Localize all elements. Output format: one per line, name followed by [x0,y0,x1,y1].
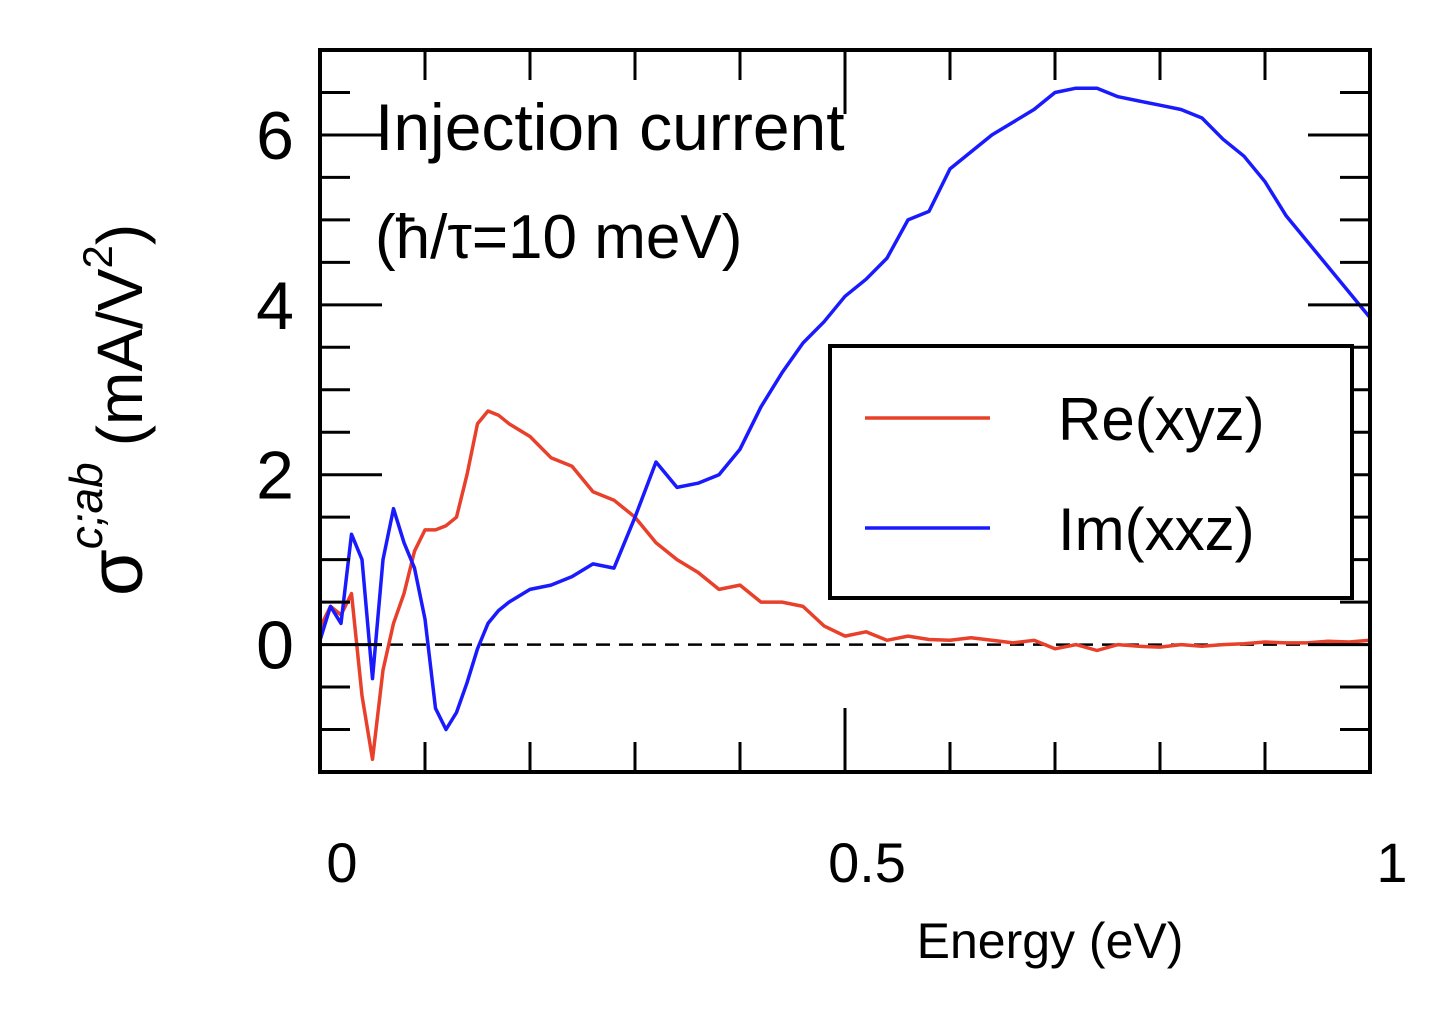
legend-label: Im(xxz) [1058,496,1255,563]
legend-label: Re(xyz) [1058,386,1265,453]
x-tick-label: 0 [326,831,357,894]
y-tick-label: 4 [256,268,294,344]
x-tick-label: 1 [1376,831,1407,894]
y-tick-label: 6 [256,98,294,174]
chart-subtitle: (ħ/τ=10 meV) [375,203,742,272]
y-label-symbol: σ [74,549,159,596]
series-line [318,409,1371,762]
x-tick-label: 0.5 [828,831,906,894]
x-axis-label: Energy (eV) [917,913,1184,969]
y-tick-label: 0 [256,608,294,684]
y-label-superscript: c;ab [60,462,112,549]
y-label-unit-superscript: 2 [74,245,121,268]
y-axis-label-text: σc;ab (mA/V2) [60,224,159,596]
chart-title: Injection current [375,90,845,164]
y-axis-label: σc;ab (mA/V2) [60,224,159,596]
legend-box [828,344,1354,600]
y-tick-label: 2 [256,438,294,514]
y-label-close: ) [84,224,156,245]
y-label-unit: (mA/V [84,268,156,446]
series-line [318,86,1372,732]
